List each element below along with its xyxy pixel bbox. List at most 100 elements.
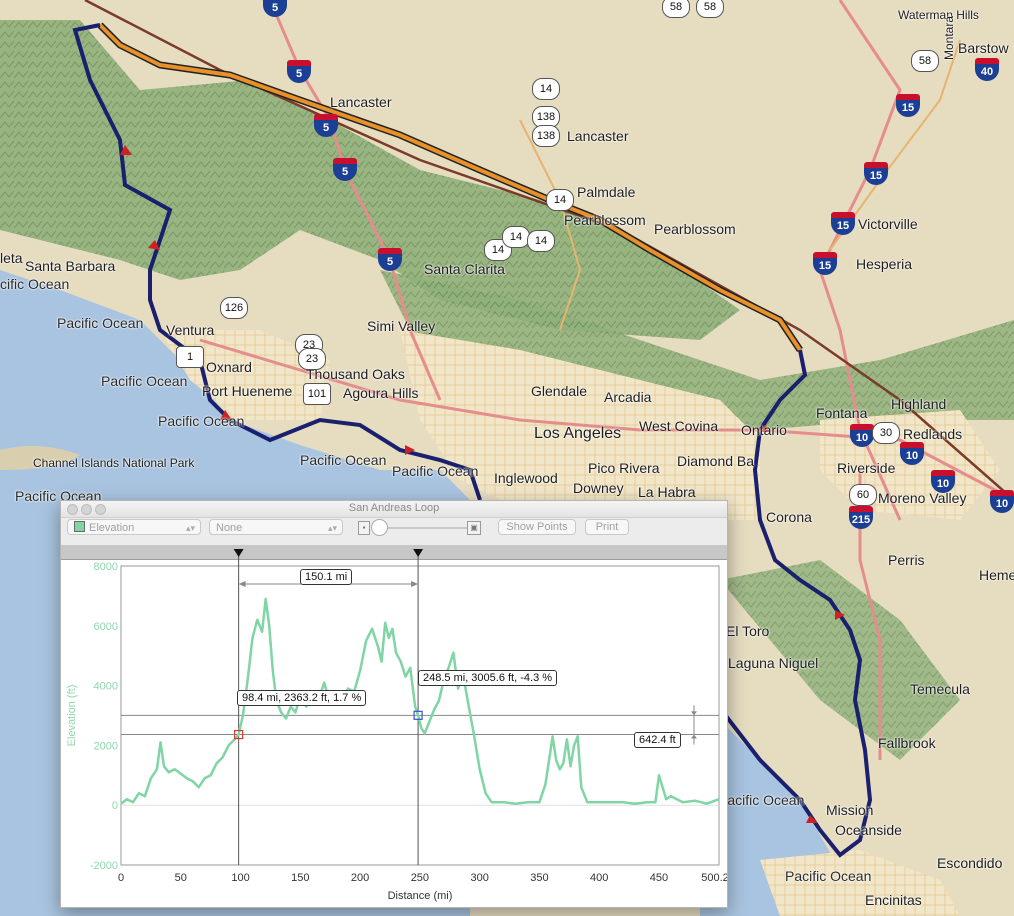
place-label: Agoura Hills	[343, 385, 419, 401]
interstate-shield: 10	[990, 490, 1014, 514]
x-tick-label: 500.2	[701, 872, 727, 884]
place-label: Waterman Hills	[898, 8, 979, 22]
diff-arrow-top	[691, 711, 697, 716]
highway-shield: 58	[911, 50, 939, 72]
us-route-shield: 101	[303, 383, 331, 405]
show-points-button[interactable]: Show Points	[498, 519, 576, 535]
range-distance-label: 150.1 mi	[300, 569, 353, 585]
place-label: Montara	[942, 15, 956, 60]
range-arrow-right	[411, 581, 419, 587]
close-window-button[interactable]	[67, 504, 78, 515]
place-label: Hesperia	[856, 256, 913, 272]
place-label: Channel Islands National Park	[33, 456, 195, 470]
interstate-shield: 5	[287, 60, 311, 84]
interstate-shield: 215	[849, 506, 873, 530]
place-label: Fallbrook	[878, 735, 936, 751]
highway-shield: 60	[849, 484, 877, 506]
place-label: Pearblossom	[654, 221, 736, 237]
elevation-plot-area[interactable]: Elevation (ft) Distance (mi) 8000 6000 4000 2…	[61, 545, 727, 907]
place-label: Victorville	[858, 216, 918, 232]
interstate-shield: 10	[850, 424, 874, 448]
zoom-window-button[interactable]	[95, 504, 106, 515]
interstate-shield: 5	[263, 0, 287, 18]
place-label: Riverside	[837, 460, 896, 476]
ocean-label: cific Ocean	[0, 276, 70, 292]
ocean-label: Pacific Ocean	[785, 868, 872, 884]
chevron-updown-icon: ▴▾	[185, 523, 195, 533]
place-label: Heme	[979, 567, 1014, 583]
marker-bar[interactable]	[61, 545, 727, 560]
zoom-in-icon[interactable]: ▣	[467, 521, 481, 535]
minimize-window-button[interactable]	[81, 504, 92, 515]
place-label: Simi Valley	[367, 318, 436, 334]
place-label: Lancaster	[330, 94, 392, 110]
place-label: Oceanside	[835, 822, 902, 838]
ocean-label: Pacific Ocean	[718, 792, 805, 808]
place-label: Arcadia	[604, 389, 652, 405]
window-title: San Andreas Loop	[348, 502, 440, 514]
marker1-handle	[233, 549, 244, 557]
x-tick-label: 400	[590, 872, 608, 884]
y-tick-label: 4000	[94, 681, 118, 693]
interstate-shield: 15	[864, 162, 888, 186]
dataset-select[interactable]: Elevation ▴▾	[67, 519, 201, 535]
overlay-select[interactable]: None ▴▾	[209, 519, 343, 535]
range-arrow-left	[238, 581, 246, 587]
place-label: Moreno Valley	[878, 490, 967, 506]
place-label: Barstow	[958, 40, 1009, 56]
place-label: Lancaster	[567, 128, 629, 144]
place-label: Perris	[888, 552, 925, 568]
place-label: Palmdale	[577, 184, 636, 200]
zoom-slider-track[interactable]	[377, 527, 471, 529]
place-label: Fontana	[816, 405, 868, 421]
marker1-readout: 98.4 mi, 2363.2 ft, 1.7 %	[237, 690, 367, 706]
ocean-label: Pacific Ocean	[158, 413, 245, 429]
y-tick-label: 2000	[94, 740, 118, 752]
window-titlebar[interactable]: San Andreas Loop	[61, 501, 727, 518]
x-tick-label: 50	[175, 872, 187, 884]
interstate-shield: 5	[314, 114, 338, 138]
zoom-slider-knob[interactable]	[371, 519, 388, 536]
place-label: Los Angeles	[534, 425, 622, 442]
x-tick-label: 300	[470, 872, 488, 884]
highway-shield: 14	[527, 230, 555, 252]
place-label: Pico Rivera	[588, 460, 660, 476]
place-label: Redlands	[903, 426, 963, 442]
place-label: Escondido	[937, 855, 1003, 871]
diff-arrow-bottom	[691, 734, 697, 739]
place-label: Ontario	[741, 422, 787, 438]
dataset-select-value: Elevation	[89, 522, 135, 534]
y-tick-label: 6000	[94, 621, 118, 633]
interstate-shield: 15	[896, 94, 920, 118]
x-tick-label: 100	[231, 872, 249, 884]
marker1-point	[234, 729, 244, 740]
place-label: Downey	[573, 480, 624, 496]
x-axis-label: Distance (mi)	[388, 890, 453, 902]
elevation-profile-window[interactable]: San Andreas Loop Elevation ▴▾ None ▴▾ ▪ …	[60, 500, 728, 908]
place-label: Encinitas	[865, 892, 922, 908]
highway-shield: 30	[872, 422, 900, 444]
x-tick-label: 250	[411, 872, 429, 884]
highway-shield: 14	[532, 78, 560, 100]
print-button[interactable]: Print	[585, 519, 629, 535]
highway-shield: 126	[220, 297, 248, 319]
highway-shield: 14	[546, 189, 574, 211]
ocean-label: Pacific Ocean	[57, 315, 144, 331]
ocean-label: Pacific Ocean	[101, 373, 188, 389]
x-tick-label: 350	[530, 872, 548, 884]
place-label: Mission	[826, 802, 874, 818]
place-label: Inglewood	[494, 470, 558, 486]
x-tick-label: 200	[351, 872, 369, 884]
elevation-color-swatch	[74, 521, 85, 532]
highway-shield: 14	[502, 226, 530, 248]
highway-shield: 58	[662, 0, 690, 18]
interstate-shield: 15	[831, 212, 855, 236]
interstate-shield: 10	[900, 442, 924, 466]
elevation-difference-label: 642.4 ft	[634, 732, 681, 748]
place-label: Port Hueneme	[202, 383, 293, 399]
place-label: leta	[0, 250, 23, 266]
place-label: Thousand Oaks	[306, 366, 405, 382]
zoom-out-icon[interactable]: ▪	[358, 521, 370, 535]
elevation-series-line	[120, 597, 720, 805]
interstate-shield: 5	[333, 158, 357, 182]
